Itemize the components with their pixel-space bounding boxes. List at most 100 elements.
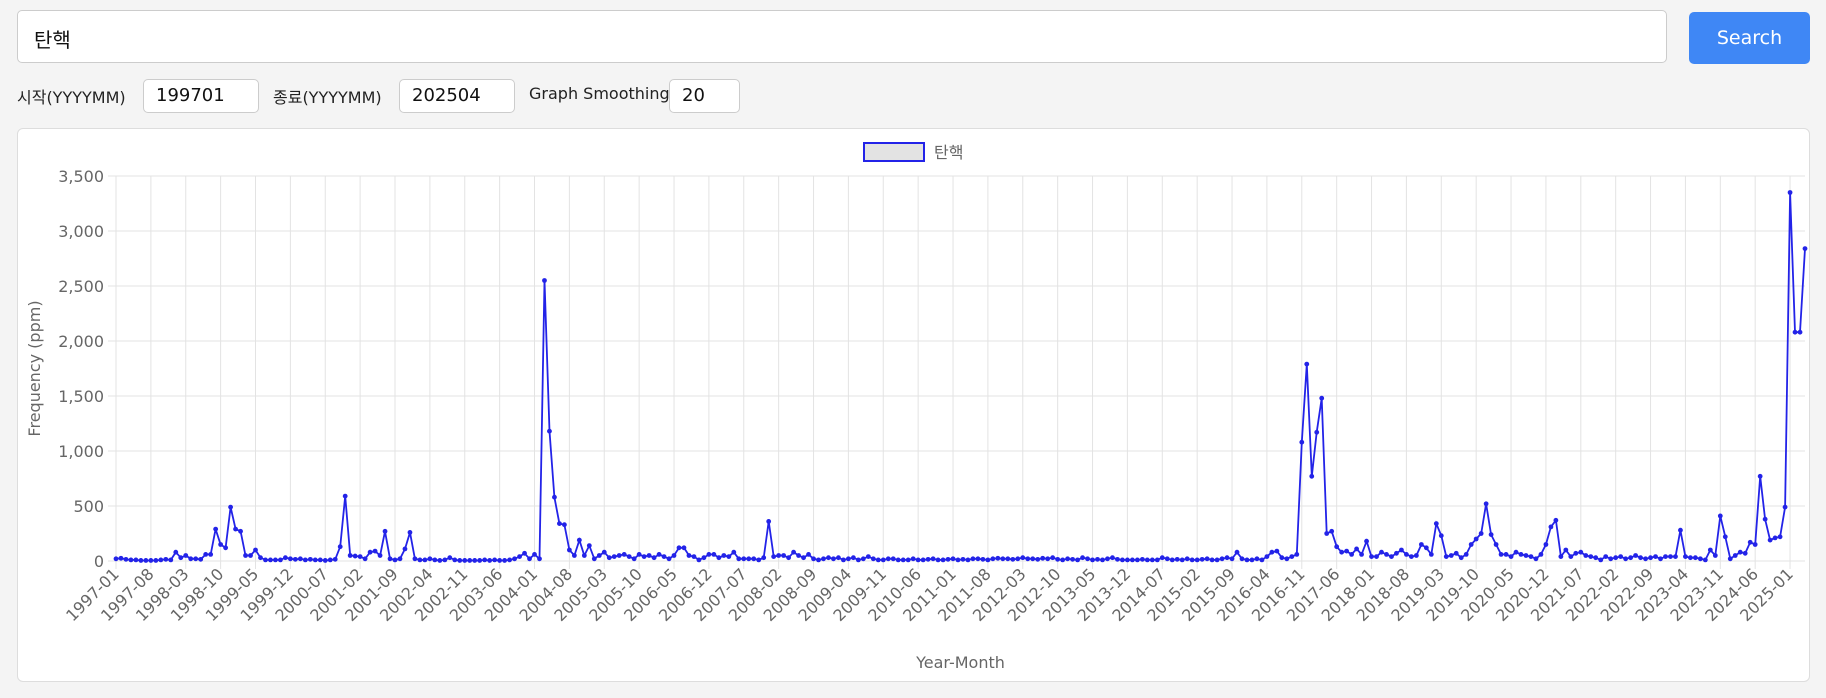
point — [183, 553, 189, 558]
point — [1095, 556, 1100, 562]
y-tick-label: 1,000 — [58, 442, 104, 461]
point — [1209, 557, 1215, 563]
point — [1179, 557, 1185, 563]
point — [905, 557, 911, 563]
point — [626, 554, 632, 559]
point — [1359, 552, 1364, 557]
point — [855, 557, 861, 563]
point — [1653, 554, 1658, 559]
point — [1423, 545, 1429, 551]
point — [681, 545, 687, 551]
point — [1623, 556, 1629, 562]
point — [1648, 555, 1653, 561]
point — [1643, 556, 1648, 562]
point — [517, 554, 522, 559]
point — [1289, 554, 1295, 559]
point — [542, 278, 547, 283]
point — [1767, 537, 1773, 543]
point — [781, 553, 787, 558]
point — [188, 556, 194, 562]
point — [1638, 555, 1643, 561]
point — [437, 558, 443, 563]
point — [696, 557, 702, 563]
point — [1100, 557, 1105, 563]
y-tick-label: 500 — [73, 497, 104, 516]
search-button[interactable]: Search — [1689, 12, 1810, 64]
point — [1304, 361, 1310, 367]
point — [1339, 549, 1345, 555]
point — [885, 556, 891, 562]
point — [1399, 547, 1404, 553]
point — [826, 555, 831, 561]
point — [1458, 555, 1464, 561]
point — [666, 556, 672, 562]
point — [1219, 556, 1225, 562]
end-input[interactable]: 202504 — [399, 79, 515, 113]
point — [1239, 556, 1245, 562]
point — [591, 556, 597, 562]
point — [940, 557, 946, 563]
point — [1588, 554, 1594, 559]
point — [636, 552, 642, 557]
point — [1717, 513, 1723, 519]
start-input[interactable]: 199701 — [143, 79, 259, 113]
point — [512, 556, 517, 562]
point — [741, 556, 747, 562]
point — [1732, 553, 1738, 558]
smoothing-input[interactable]: 20 — [669, 79, 740, 113]
point — [1224, 555, 1230, 561]
point — [995, 555, 1001, 561]
point — [1663, 554, 1668, 559]
point — [731, 549, 737, 555]
point — [1468, 542, 1474, 547]
point — [1433, 521, 1439, 526]
point — [1633, 553, 1639, 558]
point — [1319, 395, 1325, 401]
point — [282, 555, 288, 561]
point — [402, 546, 408, 552]
point — [1463, 552, 1469, 557]
point — [492, 557, 498, 563]
point — [317, 557, 323, 563]
point — [1742, 550, 1748, 556]
point — [811, 556, 816, 562]
point — [1389, 554, 1394, 559]
point — [1673, 554, 1678, 559]
point — [890, 556, 896, 562]
point — [1523, 553, 1529, 558]
point — [243, 553, 248, 558]
point — [302, 557, 308, 563]
point — [1229, 556, 1235, 562]
point — [1144, 557, 1150, 563]
point — [850, 555, 856, 561]
point — [900, 557, 906, 563]
point — [1125, 557, 1130, 563]
point — [1035, 556, 1041, 562]
point — [1284, 556, 1290, 562]
point — [1090, 557, 1095, 563]
point — [1448, 553, 1454, 558]
point — [841, 557, 846, 563]
point — [248, 553, 253, 558]
point — [1149, 557, 1155, 563]
point — [915, 557, 921, 563]
point — [880, 557, 886, 563]
point — [661, 554, 667, 559]
point — [547, 428, 552, 434]
point — [1683, 554, 1688, 559]
legend-label: 탄핵 — [934, 143, 963, 162]
point — [482, 557, 488, 563]
point — [502, 558, 508, 563]
point — [332, 556, 338, 562]
point — [213, 526, 219, 532]
point — [537, 556, 542, 562]
point — [203, 552, 209, 557]
point — [980, 556, 986, 562]
point — [487, 558, 493, 563]
point — [467, 558, 473, 563]
point — [1384, 552, 1389, 557]
point — [616, 553, 622, 558]
search-input[interactable]: 탄핵 — [17, 10, 1667, 63]
point — [133, 557, 139, 563]
